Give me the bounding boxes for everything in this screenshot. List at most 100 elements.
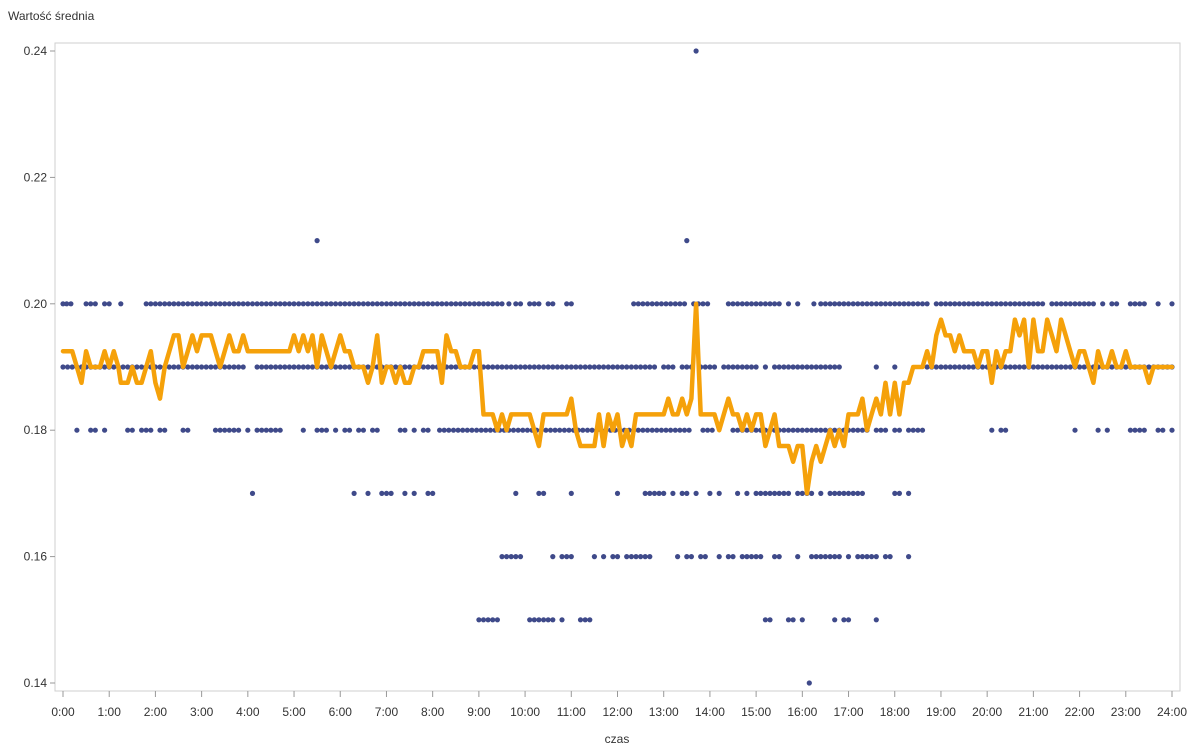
data-point bbox=[1081, 364, 1087, 370]
data-point bbox=[644, 301, 651, 307]
data-point bbox=[642, 554, 648, 560]
data-point bbox=[547, 427, 554, 433]
data-point bbox=[1072, 301, 1078, 307]
data-point bbox=[979, 364, 986, 370]
data-point bbox=[675, 554, 681, 560]
x-tick-label: 3:00 bbox=[190, 705, 214, 719]
data-point bbox=[469, 427, 475, 433]
data-point bbox=[388, 490, 394, 496]
data-point bbox=[776, 301, 782, 307]
data-point bbox=[1007, 301, 1013, 307]
data-point bbox=[490, 301, 496, 307]
y-tick-label: 0.16 bbox=[24, 550, 48, 564]
data-point bbox=[663, 427, 669, 433]
data-point bbox=[402, 427, 408, 433]
data-point bbox=[702, 364, 708, 370]
data-point bbox=[943, 301, 949, 307]
data-point bbox=[541, 364, 547, 370]
data-point bbox=[693, 490, 699, 496]
data-point bbox=[781, 364, 787, 370]
data-point bbox=[474, 427, 480, 433]
data-point bbox=[693, 48, 699, 54]
data-point bbox=[1063, 301, 1069, 307]
data-point bbox=[157, 301, 163, 307]
data-point bbox=[527, 301, 533, 307]
x-tick-label: 14:00 bbox=[695, 705, 725, 719]
data-point bbox=[552, 427, 558, 433]
data-point bbox=[587, 364, 593, 370]
data-point bbox=[758, 554, 764, 560]
data-point bbox=[827, 554, 833, 560]
data-point bbox=[504, 554, 510, 560]
data-point bbox=[148, 301, 154, 307]
data-point bbox=[559, 554, 565, 560]
data-point bbox=[818, 427, 824, 433]
data-point bbox=[716, 490, 722, 496]
data-point bbox=[125, 364, 131, 370]
data-point bbox=[753, 301, 759, 307]
data-point bbox=[758, 301, 764, 307]
data-point bbox=[323, 301, 329, 307]
data-point bbox=[979, 301, 986, 307]
data-point bbox=[268, 301, 274, 307]
data-point bbox=[351, 301, 357, 307]
data-point bbox=[379, 490, 385, 496]
data-point bbox=[420, 301, 426, 307]
y-tick-label: 0.24 bbox=[24, 44, 48, 58]
data-point bbox=[906, 427, 912, 433]
data-point bbox=[1021, 301, 1027, 307]
data-point bbox=[411, 490, 417, 496]
data-point bbox=[1003, 301, 1009, 307]
data-point bbox=[795, 301, 801, 307]
x-tick-label: 1:00 bbox=[98, 705, 122, 719]
data-point bbox=[425, 427, 431, 433]
data-point bbox=[822, 427, 829, 433]
data-point bbox=[360, 427, 366, 433]
data-point bbox=[478, 427, 484, 433]
x-tick-label: 16:00 bbox=[787, 705, 817, 719]
data-point bbox=[333, 301, 339, 307]
data-point bbox=[443, 301, 450, 307]
data-point bbox=[543, 427, 549, 433]
x-tick-label: 2:00 bbox=[144, 705, 168, 719]
data-point bbox=[430, 301, 436, 307]
data-point bbox=[568, 301, 574, 307]
data-point bbox=[672, 301, 678, 307]
x-tick-label: 18:00 bbox=[880, 705, 910, 719]
data-point bbox=[906, 554, 912, 560]
data-point bbox=[88, 427, 94, 433]
data-point bbox=[92, 427, 98, 433]
data-point bbox=[739, 554, 745, 560]
data-point bbox=[175, 301, 182, 307]
data-point bbox=[226, 427, 232, 433]
data-point bbox=[531, 364, 537, 370]
data-point bbox=[799, 427, 805, 433]
data-point bbox=[185, 427, 191, 433]
data-point bbox=[873, 617, 879, 623]
data-point bbox=[217, 427, 223, 433]
data-point bbox=[162, 301, 168, 307]
data-point bbox=[640, 427, 646, 433]
data-point bbox=[707, 490, 713, 496]
data-point bbox=[480, 617, 487, 623]
data-point bbox=[910, 301, 916, 307]
data-point bbox=[1007, 364, 1013, 370]
data-point bbox=[832, 617, 838, 623]
data-point bbox=[356, 301, 362, 307]
data-point bbox=[203, 364, 209, 370]
data-point bbox=[508, 364, 514, 370]
data-point bbox=[448, 364, 454, 370]
data-point bbox=[524, 427, 531, 433]
data-point bbox=[998, 301, 1004, 307]
x-tick-label: 8:00 bbox=[421, 705, 445, 719]
data-point bbox=[813, 364, 819, 370]
data-point bbox=[845, 301, 852, 307]
data-point bbox=[744, 554, 750, 560]
data-point bbox=[601, 364, 607, 370]
data-point bbox=[859, 301, 866, 307]
data-point bbox=[906, 301, 912, 307]
data-point bbox=[855, 427, 861, 433]
data-point bbox=[1109, 301, 1115, 307]
data-point bbox=[64, 301, 70, 307]
